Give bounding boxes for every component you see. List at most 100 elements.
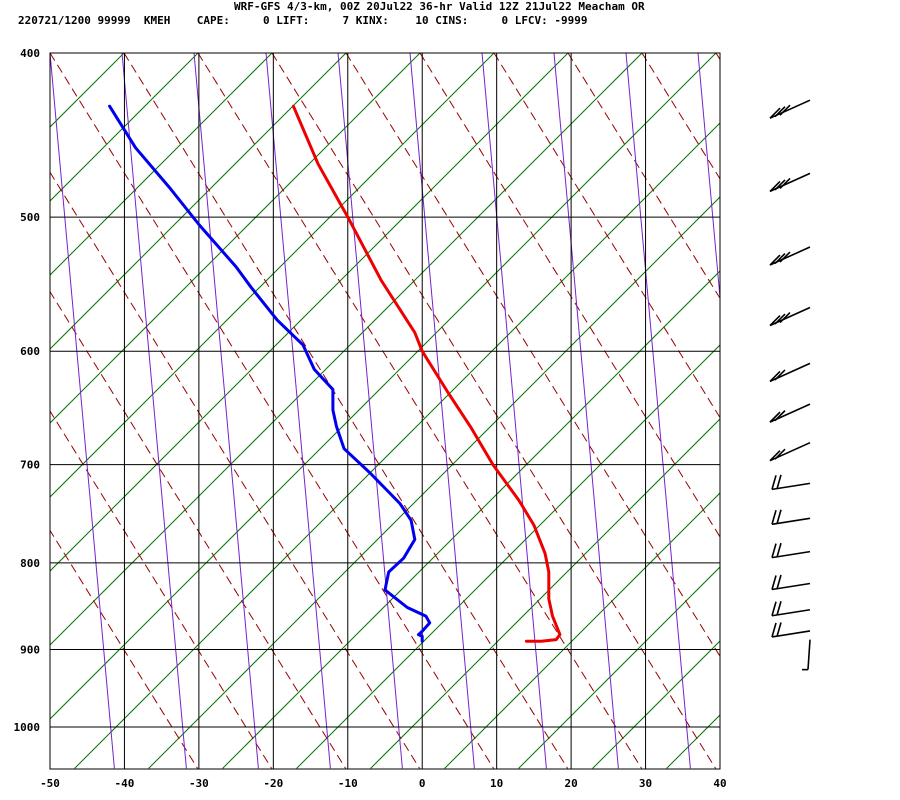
wind-barb-staff	[807, 639, 811, 670]
moist-adiabat-line	[842, 53, 900, 769]
wind-barb	[769, 246, 811, 266]
moist-adiabat-line	[193, 53, 259, 769]
skewed-isotherm-line	[50, 53, 199, 202]
moist-adiabat-line	[625, 53, 691, 769]
wind-barb-flag	[776, 574, 782, 590]
moist-adiabat-line	[481, 53, 547, 769]
dry-adiabat-line	[641, 53, 720, 180]
skewed-isotherm-line	[50, 53, 643, 646]
temperature-profile-line	[291, 104, 562, 643]
skewed-isotherm-line	[50, 53, 495, 498]
x-tick-label: 10	[490, 777, 503, 790]
wind-barb-staff	[771, 608, 811, 617]
wind-barb-staff	[771, 550, 811, 559]
wind-barb-flag	[769, 254, 781, 266]
skewed-isotherm-line	[50, 53, 569, 572]
dry-adiabat-line	[345, 53, 720, 658]
x-tick-label: -10	[338, 777, 358, 790]
dewpoint-profile-line	[108, 104, 432, 643]
wind-barb	[769, 99, 811, 119]
wind-barb-flag	[771, 510, 777, 525]
dry-adiabat-line	[493, 53, 720, 419]
wind-barb-flag	[774, 252, 786, 265]
wind-barb-flag	[769, 314, 781, 327]
wind-barb	[769, 306, 811, 327]
x-tick-label: 40	[713, 777, 726, 790]
y-tick-label: 700	[20, 459, 40, 472]
skewed-isotherm-line	[50, 53, 421, 424]
wind-barb-flag	[774, 448, 786, 460]
wind-barb-flag	[774, 313, 786, 325]
y-tick-label: 800	[20, 557, 40, 570]
dry-adiabat-line	[567, 53, 720, 300]
wind-barb	[802, 639, 811, 671]
dry-adiabat-line	[50, 290, 347, 769]
wind-barb-flag	[776, 474, 782, 490]
wind-barb-flag	[771, 543, 777, 558]
moist-adiabat-line	[50, 53, 115, 769]
wind-barb-flag	[774, 410, 786, 422]
skewed-isotherm-line	[443, 492, 720, 769]
wind-barb	[769, 441, 811, 462]
wind-barb-flag	[769, 180, 781, 192]
dry-adiabat-line	[271, 53, 717, 769]
y-tick-label: 500	[20, 211, 40, 224]
dry-adiabat-line	[419, 53, 720, 538]
chart-stats-line: 220721/1200 99999 KMEH CAPE: 0 LIFT: 7 K…	[18, 14, 588, 27]
wind-barb-flag	[776, 509, 782, 524]
y-tick-label: 600	[20, 345, 40, 358]
chart-title-line: WRF-GFS 4/3-km, 00Z 20Jul22 36-hr Valid …	[234, 0, 645, 13]
wind-barb-staff	[771, 517, 811, 526]
wind-barb	[769, 362, 811, 383]
skewed-isotherm-line	[50, 53, 273, 276]
wind-barb-flag	[779, 177, 791, 189]
x-tick-label: -20	[263, 777, 283, 790]
x-tick-label: 20	[564, 777, 577, 790]
x-tick-label: -40	[115, 777, 135, 790]
wind-barb-flag	[776, 622, 782, 637]
y-tick-label: 900	[20, 643, 40, 656]
wind-barb-flag	[771, 475, 777, 490]
wind-barb	[771, 622, 811, 638]
moist-adiabat-line	[770, 53, 834, 769]
wind-barb-flag	[769, 107, 781, 119]
wind-barb	[771, 509, 811, 526]
y-tick-label: 400	[20, 47, 40, 60]
skewed-isotherm-line	[665, 714, 720, 769]
dry-adiabat-line	[50, 53, 495, 769]
dry-adiabat-line	[123, 53, 569, 769]
x-tick-label: 0	[419, 777, 426, 790]
skewed-isotherm-line	[50, 53, 51, 54]
dry-adiabat-line	[864, 53, 900, 769]
plot-frame	[49, 52, 721, 770]
dry-adiabat-line	[790, 53, 900, 769]
skewed-isotherm-line	[814, 53, 900, 769]
wind-barb	[771, 574, 811, 591]
x-tick-label: -50	[40, 777, 60, 790]
wind-barb-staff	[771, 582, 811, 591]
wind-barb-flag	[774, 106, 786, 118]
wind-barb-flag	[774, 179, 786, 191]
wind-barb	[771, 601, 811, 617]
wind-barb	[771, 474, 811, 491]
wind-barb-staff	[771, 482, 811, 491]
wind-barb-flag	[779, 311, 791, 324]
wind-barb-staff	[771, 630, 811, 638]
moist-adiabat-line	[0, 53, 42, 769]
wind-barb	[769, 403, 811, 423]
wind-barb-flag	[774, 369, 786, 381]
moist-adiabat-line	[265, 53, 331, 769]
skewed-isotherm-line	[740, 53, 900, 769]
skewed-isotherm-line	[591, 640, 720, 769]
wind-barb	[771, 542, 811, 559]
skewed-isotherm-line	[73, 122, 720, 769]
skewed-isotherm-line	[50, 53, 347, 350]
x-tick-label: 30	[639, 777, 652, 790]
wind-barb-flag	[776, 601, 782, 616]
y-tick-label: 1000	[14, 721, 41, 734]
skewed-isotherm-line	[147, 196, 720, 769]
dry-adiabat-line	[50, 529, 199, 769]
wind-barb-flag	[769, 411, 781, 423]
wind-barb-flag	[771, 575, 777, 590]
